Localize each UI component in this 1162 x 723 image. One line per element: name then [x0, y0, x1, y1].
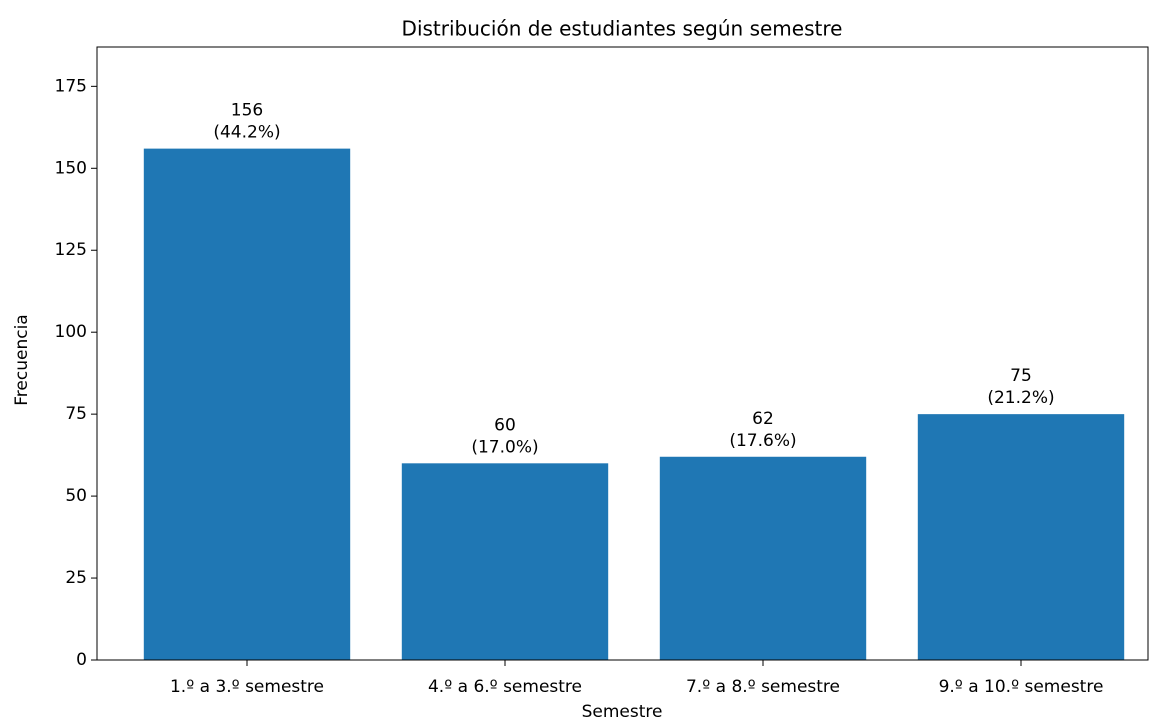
y-tick-label: 150 — [55, 158, 87, 178]
data-label: (44.2%) — [213, 123, 280, 143]
data-label: 60 — [494, 415, 516, 435]
data-label: (17.6%) — [729, 431, 796, 451]
data-label: 75 — [1010, 366, 1032, 386]
bar — [659, 456, 867, 660]
data-label: 62 — [752, 409, 774, 429]
y-tick-label: 25 — [65, 568, 87, 588]
x-tick-label: 9.º a 10.º semestre — [939, 677, 1104, 697]
y-tick-label: 100 — [55, 322, 87, 342]
x-tick-label: 7.º a 8.º semestre — [686, 677, 840, 697]
bar — [917, 414, 1125, 660]
y-tick-label: 50 — [65, 486, 87, 506]
data-label: 156 — [231, 101, 263, 121]
bar — [401, 463, 609, 660]
y-axis-label: Frecuencia — [12, 314, 32, 405]
y-tick-label: 0 — [76, 650, 87, 670]
data-label: (17.0%) — [471, 437, 538, 457]
y-tick-label: 125 — [55, 240, 87, 260]
data-label: (21.2%) — [987, 388, 1054, 408]
x-tick-label: 4.º a 6.º semestre — [428, 677, 582, 697]
y-tick-label: 75 — [65, 404, 87, 424]
y-tick-label: 175 — [55, 76, 87, 96]
plot-frame — [96, 46, 1149, 661]
bar — [143, 148, 351, 661]
chart-title: Distribución de estudiantes según semest… — [402, 17, 843, 41]
x-axis-label: Semestre — [582, 702, 663, 722]
x-tick-label: 1.º a 3.º semestre — [170, 677, 324, 697]
